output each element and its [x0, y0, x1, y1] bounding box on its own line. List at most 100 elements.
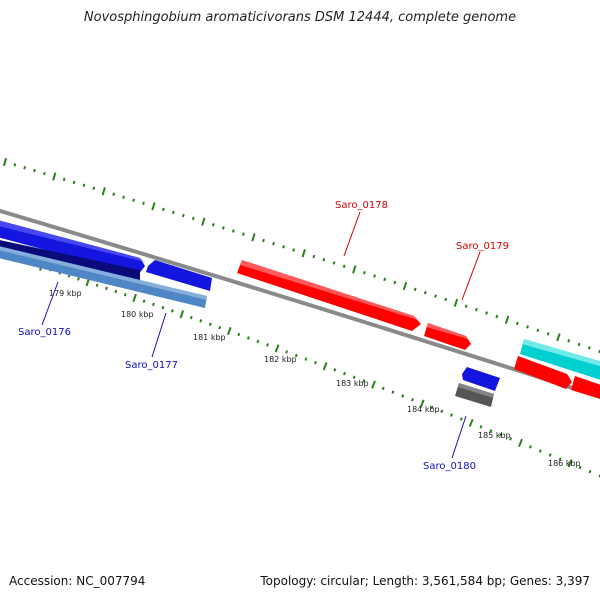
scale-tick: [142, 299, 146, 303]
scale-tick: [556, 333, 561, 342]
scale-tick: [362, 271, 366, 275]
scale-tick: [352, 265, 357, 274]
leader-saro-0176: [41, 281, 59, 326]
scale-tick: [518, 438, 523, 447]
scale-tick: [342, 371, 346, 376]
scale-tick: [95, 283, 99, 287]
gene-red-right-2[interactable]: [571, 376, 600, 402]
scale-tick: [285, 350, 289, 354]
scale-tick: [528, 445, 532, 449]
scale-tick: [189, 315, 193, 320]
tick-label-183: 183 kbp: [336, 379, 369, 388]
gene-label-saro-0176[interactable]: Saro_0176: [18, 327, 71, 338]
accession-text: Accession: NC_007794: [9, 574, 146, 588]
scale-tick: [468, 418, 474, 428]
scale-tick: [226, 326, 232, 336]
leader-saro-0178: [343, 211, 361, 257]
scale-tick: [132, 293, 137, 303]
genome-backbone: [0, 208, 600, 399]
scale-tick: [567, 459, 573, 468]
gene-grey[interactable]: [455, 383, 494, 407]
scale-tick: [393, 280, 397, 285]
scale-tick: [434, 294, 437, 298]
scale-tick: [352, 375, 356, 380]
tick-label-181: 181 kbp: [193, 333, 226, 342]
scale-tick: [479, 425, 483, 429]
leader-saro-0180: [451, 415, 467, 459]
scale-tick: [304, 357, 308, 361]
inner-scale-ticks: [2, 253, 600, 478]
scale-tick: [218, 325, 222, 330]
tick-label-179: 179 kbp: [49, 289, 82, 298]
gene-saro-0180[interactable]: [462, 367, 500, 391]
scale-tick: [122, 195, 125, 199]
gene-red-right-1[interactable]: [514, 356, 572, 389]
scale-tick: [373, 274, 376, 278]
scale-tick: [105, 286, 108, 291]
scale-tick: [485, 311, 489, 315]
gene-saro-0176[interactable]: [0, 218, 145, 275]
scale-tick: [191, 216, 195, 221]
gene-saro-0177[interactable]: [0, 244, 207, 308]
gene-label-saro-0179[interactable]: Saro_0179: [456, 241, 509, 252]
scale-tick: [383, 277, 387, 282]
scale-tick: [413, 287, 417, 292]
scale-tick: [282, 245, 286, 249]
gene-saro-0178[interactable]: [237, 260, 421, 331]
scale-tick: [419, 399, 425, 408]
scale-tick: [2, 157, 8, 167]
scale-tick: [474, 307, 478, 312]
scale-tick: [181, 213, 185, 218]
scale-tick: [301, 249, 306, 258]
gene-label-saro-0178[interactable]: Saro_0178: [335, 200, 388, 211]
scale-tick: [423, 290, 427, 295]
gene-saro-0176-dark: [0, 240, 140, 282]
scale-tick: [33, 168, 36, 173]
scale-tick: [161, 305, 165, 310]
gene-cyan[interactable]: [520, 339, 600, 383]
leader-saro-0177: [151, 312, 167, 358]
scale-tick: [241, 232, 245, 236]
scale-tick: [322, 257, 326, 262]
scale-tick: [430, 405, 434, 410]
tick-label-185: 185 kbp: [478, 431, 511, 440]
scale-tick: [567, 339, 571, 343]
scale-tick: [151, 202, 156, 211]
scale-tick: [558, 457, 562, 461]
scale-tick: [162, 207, 165, 212]
tick-label-180: 180 kbp: [121, 310, 154, 319]
scale-tick: [266, 343, 269, 347]
scale-tick: [62, 177, 66, 182]
tick-label-184: 184 kbp: [407, 405, 440, 414]
scale-tick: [333, 368, 337, 372]
scale-tick: [201, 217, 206, 226]
scale-tick: [314, 360, 317, 365]
gene-saro-0179[interactable]: [424, 323, 471, 350]
scale-tick: [114, 289, 118, 294]
scale-tick: [410, 397, 414, 402]
scale-tick: [546, 332, 550, 336]
scale-tick: [13, 163, 17, 167]
genome-summary-text: Topology: circular; Length: 3,561,584 bp…: [260, 574, 590, 588]
scale-tick: [578, 465, 582, 470]
scale-tick: [272, 241, 275, 246]
scale-tick: [256, 339, 260, 344]
scale-tick: [450, 413, 454, 417]
scale-tick: [274, 344, 280, 353]
scale-tick: [322, 362, 328, 371]
scale-tick: [495, 314, 499, 319]
scale-tick: [453, 298, 459, 307]
scale-tick: [132, 198, 135, 202]
gene-saro-0177-head: [146, 260, 212, 291]
scale-tick: [577, 342, 581, 347]
scale-tick: [509, 437, 513, 441]
scale-tick: [237, 332, 241, 337]
scale-tick: [82, 183, 86, 188]
scale-tick: [251, 233, 256, 242]
map-title: Novosphingobium aromaticivorans DSM 1244…: [83, 10, 517, 25]
gene-label-saro-0177[interactable]: Saro_0177: [125, 360, 178, 371]
scale-tick: [459, 417, 463, 421]
scale-tick: [294, 353, 298, 358]
gene-label-saro-0180[interactable]: Saro_0180: [423, 461, 476, 472]
